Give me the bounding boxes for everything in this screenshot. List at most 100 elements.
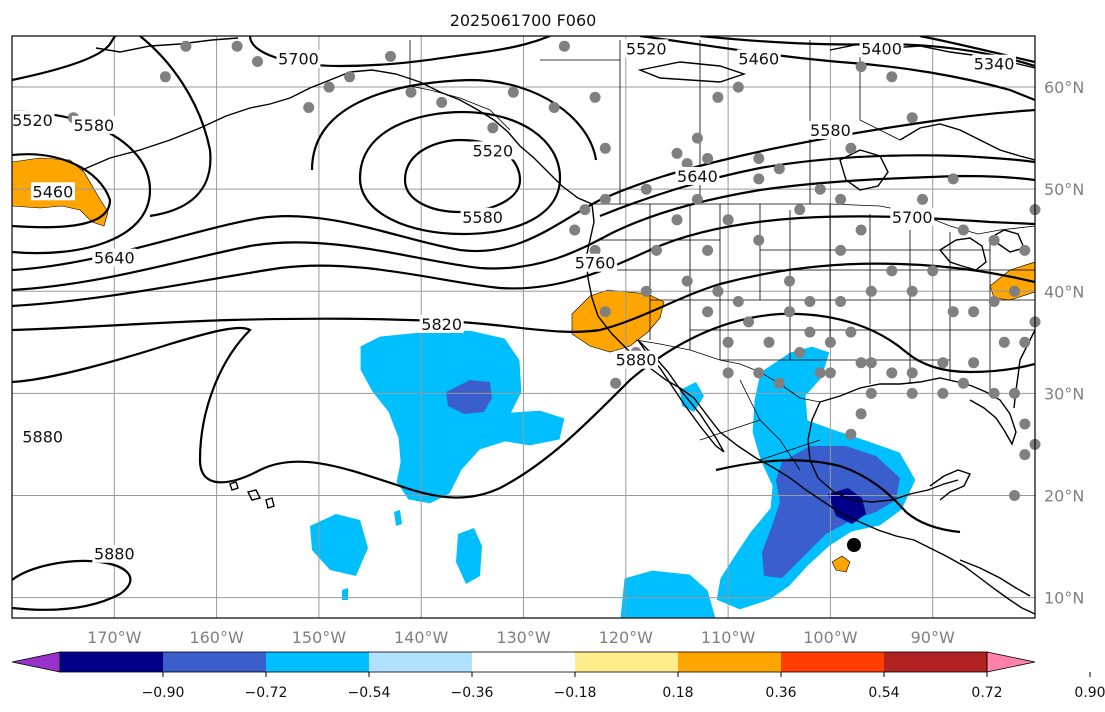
- colorbar-label-4: −0.18: [554, 685, 597, 701]
- station-dot: [753, 153, 765, 164]
- colorbar-label-9: 0.90: [1074, 685, 1105, 701]
- negative-anomaly-islands: [310, 510, 482, 600]
- colorbar-label-1: −0.72: [245, 685, 288, 701]
- colorbar-min-extend: [11, 651, 61, 673]
- station-dot: [1019, 336, 1031, 348]
- station-dot: [845, 142, 857, 154]
- colorbar-outline: [59, 651, 988, 673]
- station-dot: [824, 336, 836, 348]
- contour-label-bg: [859, 39, 904, 58]
- station-dot: [1019, 449, 1031, 461]
- station-dot: [405, 86, 417, 98]
- contour-label-bg: [890, 207, 935, 226]
- colorbar-max-extend: [986, 651, 1036, 673]
- station-dot: [794, 347, 806, 358]
- station-dot: [180, 40, 192, 52]
- station-dot: [988, 234, 1000, 246]
- station-dot: [589, 244, 601, 256]
- station-dot: [732, 296, 744, 307]
- station-dot: [712, 91, 724, 103]
- contour-label-6: 5580: [73, 116, 114, 135]
- station-dot: [845, 326, 857, 338]
- baja-coast: [637, 339, 725, 453]
- lat-label-5: 10°N: [1044, 589, 1084, 608]
- contour-label-14: 5760: [575, 254, 616, 273]
- contour-westlow: [12, 153, 112, 229]
- great-lakes: [938, 229, 1025, 271]
- station-dot: [906, 285, 918, 297]
- contour-label-bg: [460, 207, 505, 226]
- station-dot: [702, 244, 714, 256]
- contour-5760-row: [12, 215, 1035, 308]
- station-dot: [753, 367, 765, 379]
- station-dot: [640, 285, 652, 297]
- figure-title: 2025061700 F060: [450, 11, 597, 30]
- negative-anomaly-pacific: [359, 329, 566, 505]
- longitude-labels: 170°W 160°W 150°W 140°W 130°W 120°W 110°W 100°W…: [87, 628, 955, 647]
- station-dot: [784, 275, 795, 287]
- contour-label-15: 5820: [421, 315, 462, 334]
- station-dot: [968, 357, 980, 369]
- colorbar-label-7: 0.54: [868, 685, 899, 701]
- station-dot: [1009, 387, 1020, 399]
- station-dot: [681, 158, 693, 170]
- contour-label-bg: [675, 166, 720, 185]
- station-dot: [507, 86, 519, 98]
- station-dot: [988, 387, 1000, 399]
- station-dot: [651, 244, 662, 256]
- station-dot: [917, 193, 928, 205]
- contour-label-bg: [972, 54, 1017, 73]
- contour-label-bg: [20, 427, 65, 446]
- station-dot: [712, 285, 724, 297]
- station-dot: [814, 183, 826, 195]
- colorbar-label-2: −0.54: [348, 685, 391, 701]
- contour-low-ring-2: [358, 110, 562, 236]
- contour-label-bg: [614, 350, 659, 369]
- station-dot: [927, 265, 939, 277]
- lon-label-4: 130°W: [496, 628, 551, 647]
- station-dot: [599, 306, 611, 318]
- lon-label-6: 110°W: [701, 628, 756, 647]
- station-dot: [763, 336, 775, 348]
- station-dot: [722, 367, 734, 379]
- colorbar-segment-6: [678, 652, 782, 672]
- station-dot: [906, 112, 918, 124]
- station-dot: [968, 306, 980, 318]
- lon-label-2: 150°W: [292, 628, 347, 647]
- station-dot: [599, 142, 611, 154]
- colorbar-segment-3: [369, 652, 473, 672]
- station-dot: [702, 306, 714, 318]
- lon-label-1: 160°W: [189, 628, 244, 647]
- station-dot: [1019, 244, 1031, 256]
- us-mexico-border: [635, 339, 821, 403]
- station-dot: [753, 173, 765, 185]
- contour-label-11: 5640: [677, 167, 718, 186]
- contour-mid-east: [599, 154, 1035, 218]
- station-dot: [988, 296, 1000, 307]
- lon-label-7: 100°W: [803, 628, 858, 647]
- station-dot: [906, 367, 918, 379]
- map-border: [11, 35, 1036, 619]
- station-dot: [610, 377, 622, 389]
- contour-label-8: 5520: [472, 141, 513, 160]
- station-dots: [67, 40, 1041, 501]
- hawaii-islands: [229, 481, 275, 509]
- contour-label-0: 5700: [278, 50, 319, 69]
- station-dot: [886, 367, 898, 379]
- lon-label-0: 170°W: [87, 628, 142, 647]
- station-dot: [671, 214, 683, 226]
- yucatan-coast: [929, 469, 971, 501]
- contour-label-bg: [30, 182, 75, 201]
- contour-5820: [12, 262, 1035, 333]
- lat-label-3: 30°N: [1044, 384, 1084, 403]
- contour-5880-ridge: [12, 312, 1035, 499]
- station-dot: [835, 296, 847, 307]
- station-dot: [487, 122, 499, 134]
- station-dot: [579, 204, 591, 216]
- station-dot: [252, 56, 263, 67]
- station-dot: [691, 132, 703, 144]
- contour-label-7: 5460: [33, 182, 74, 201]
- station-dot: [865, 285, 877, 297]
- station-dot: [794, 204, 806, 216]
